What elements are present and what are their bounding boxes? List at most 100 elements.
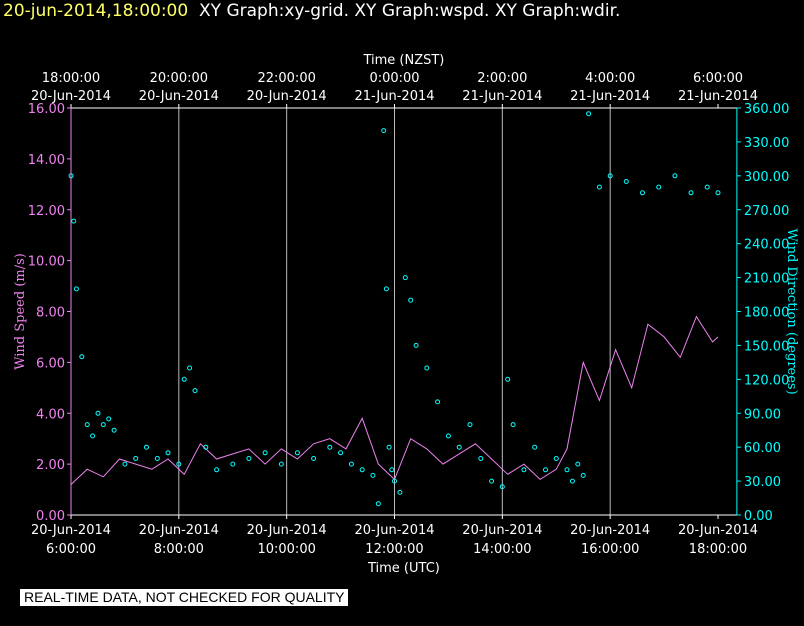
x-tick-label-top-date: 20-Jun-2014 [139,89,219,104]
y-right-tick-label: 90.00 [744,407,781,422]
wind-direction-point [106,416,112,422]
x-tick-label-top-date: 20-Jun-2014 [31,89,111,104]
y-left-tick-label: 4.00 [36,407,65,422]
y-right-tick-label: 120.00 [744,373,790,388]
wind-direction-point [79,354,85,360]
wind-direction-point [499,484,505,490]
wind-direction-point [521,467,527,473]
x-tick-label-top-time: 0:00:00 [369,71,419,86]
wind-direction-point [381,128,387,134]
x-tick-label-time: 10:00:00 [257,542,315,557]
x-axis-title-bottom: Time (UTC) [367,561,440,576]
wind-direction-point [71,218,77,224]
y-right-tick-label: 360.00 [744,102,790,117]
wind-direction-point [510,422,516,428]
x-tick-label-time: 8:00:00 [154,542,204,557]
wind-direction-point [704,184,710,190]
wind-direction-point [505,376,511,382]
y-left-tick-label: 12.00 [28,204,65,219]
wind-direction-point [478,456,484,461]
wind-direction-point [397,489,403,495]
wind-direction-point [278,461,284,467]
wind-direction-point [214,467,220,473]
wind-direction-point [656,184,662,190]
wind-direction-point [73,286,79,292]
wind-direction-point [575,461,581,467]
x-tick-label-date: 20-Jun-2014 [31,523,111,538]
wind-direction-point [532,444,538,450]
x-tick-label-top-date: 21-Jun-2014 [678,89,758,104]
x-tick-label-date: 20-Jun-2014 [247,523,327,538]
x-tick-label-time: 6:00:00 [46,542,96,557]
wind-direction-point [203,444,209,450]
grid-lines [178,108,611,515]
wind-direction-point [375,501,381,507]
wind-direction-point [181,376,187,382]
wind-direction-point [413,342,419,348]
wind-direction-point [489,478,495,484]
wind-direction-point [165,450,171,456]
wind-direction-point [370,472,376,478]
wind-direction-point [359,467,365,473]
wind-direction-point [230,461,236,467]
wind-direction-point [392,478,397,484]
y-right-tick-label: 180.00 [744,306,790,321]
wind-direction-point [467,422,473,428]
wind-direction-point [389,467,395,473]
x-tick-label-top-date: 21-Jun-2014 [462,89,542,104]
x-tick-label-time: 12:00:00 [365,542,423,557]
x-axis-title-top: Time (NZST) [362,53,444,68]
title-date: 20-jun-2014,18:00:00 [3,1,189,21]
quality-notice: REAL-TIME DATA, NOT CHECKED FOR QUALITY [20,589,349,606]
wind-direction-point [580,472,586,478]
y-axis-title-right: Wind Direction (degrees) [784,228,799,394]
wind-direction-point [133,456,139,461]
wind-direction-point [424,365,430,371]
wind-direction-point [95,410,101,416]
wind-direction-point [435,399,441,405]
wind-direction-point [327,444,333,450]
wind-direction-point [144,444,149,450]
x-tick-label-date: 20-Jun-2014 [462,523,542,538]
wind-direction-point [456,444,462,450]
wind-direction-point [111,427,117,433]
wind-direction-point [187,365,193,371]
wind-speed-series [70,315,719,485]
wind-direction-point [262,450,268,456]
wind-direction-point [553,456,559,461]
wind-direction-point [586,111,592,117]
wind-direction-point [445,433,451,439]
y-left-tick-label: 6.00 [36,356,65,371]
x-tick-label-top-time: 2:00:00 [477,71,527,86]
x-tick-label-date: 20-Jun-2014 [354,523,434,538]
wind-direction-point [386,444,392,450]
wind-direction-point [564,467,570,473]
wind-direction-point [311,456,317,461]
wind-direction-point [84,422,90,428]
wind-direction-point [408,297,414,303]
y-left-tick-label: 2.00 [36,458,65,473]
wind-direction-point [122,461,128,467]
x-tick-label-top-time: 22:00:00 [257,71,315,86]
y-right-tick-label: 270.00 [744,204,790,219]
wind-direction-point [569,478,575,484]
x-tick-label-top-date: 21-Jun-2014 [570,89,650,104]
x-tick-label-top-time: 6:00:00 [693,71,743,86]
y-right-tick-label: 30.00 [744,475,781,490]
wind-direction-point [383,286,389,292]
wind-direction-point [294,450,300,456]
wind-direction-point [607,173,613,179]
x-tick-label-time: 18:00:00 [689,542,747,557]
y-right-tick-label: 300.00 [744,170,790,185]
wind-direction-point [338,450,344,456]
axis-labels: 20-Jun-2014 6:00:00 18:00:00 20-Jun-2014 20-… [13,53,799,576]
wind-direction-point [640,190,645,196]
x-tick-label-date: 20-Jun-2014 [570,523,650,538]
x-tick-label-top-date: 21-Jun-2014 [354,89,434,104]
wind-direction-point [154,456,160,461]
y-right-tick-label: 240.00 [744,238,790,253]
wind-direction-point [623,179,629,184]
title-graphs: XY Graph:xy-grid. XY Graph:wspd. XY Grap… [199,1,621,21]
y-left-tick-label: 16.00 [28,102,65,117]
